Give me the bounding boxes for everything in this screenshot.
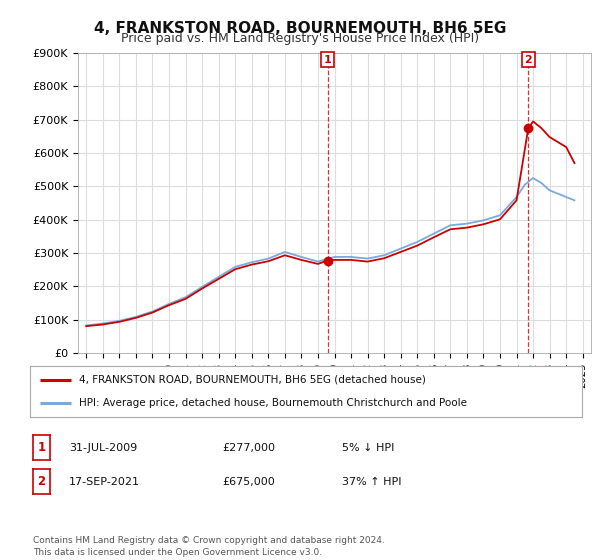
Text: Contains HM Land Registry data © Crown copyright and database right 2024.
This d: Contains HM Land Registry data © Crown c… — [33, 536, 385, 557]
Text: 17-SEP-2021: 17-SEP-2021 — [69, 477, 140, 487]
Text: 1: 1 — [323, 55, 331, 65]
Text: 2: 2 — [524, 55, 532, 65]
Text: 37% ↑ HPI: 37% ↑ HPI — [342, 477, 401, 487]
Text: Price paid vs. HM Land Registry's House Price Index (HPI): Price paid vs. HM Land Registry's House … — [121, 32, 479, 45]
Text: 4, FRANKSTON ROAD, BOURNEMOUTH, BH6 5EG: 4, FRANKSTON ROAD, BOURNEMOUTH, BH6 5EG — [94, 21, 506, 36]
Text: 31-JUL-2009: 31-JUL-2009 — [69, 443, 137, 453]
Text: 2: 2 — [37, 475, 46, 488]
Text: £277,000: £277,000 — [222, 443, 275, 453]
Text: 5% ↓ HPI: 5% ↓ HPI — [342, 443, 394, 453]
Text: 4, FRANKSTON ROAD, BOURNEMOUTH, BH6 5EG (detached house): 4, FRANKSTON ROAD, BOURNEMOUTH, BH6 5EG … — [79, 375, 425, 385]
Text: £675,000: £675,000 — [222, 477, 275, 487]
Text: HPI: Average price, detached house, Bournemouth Christchurch and Poole: HPI: Average price, detached house, Bour… — [79, 398, 467, 408]
Text: 1: 1 — [37, 441, 46, 454]
